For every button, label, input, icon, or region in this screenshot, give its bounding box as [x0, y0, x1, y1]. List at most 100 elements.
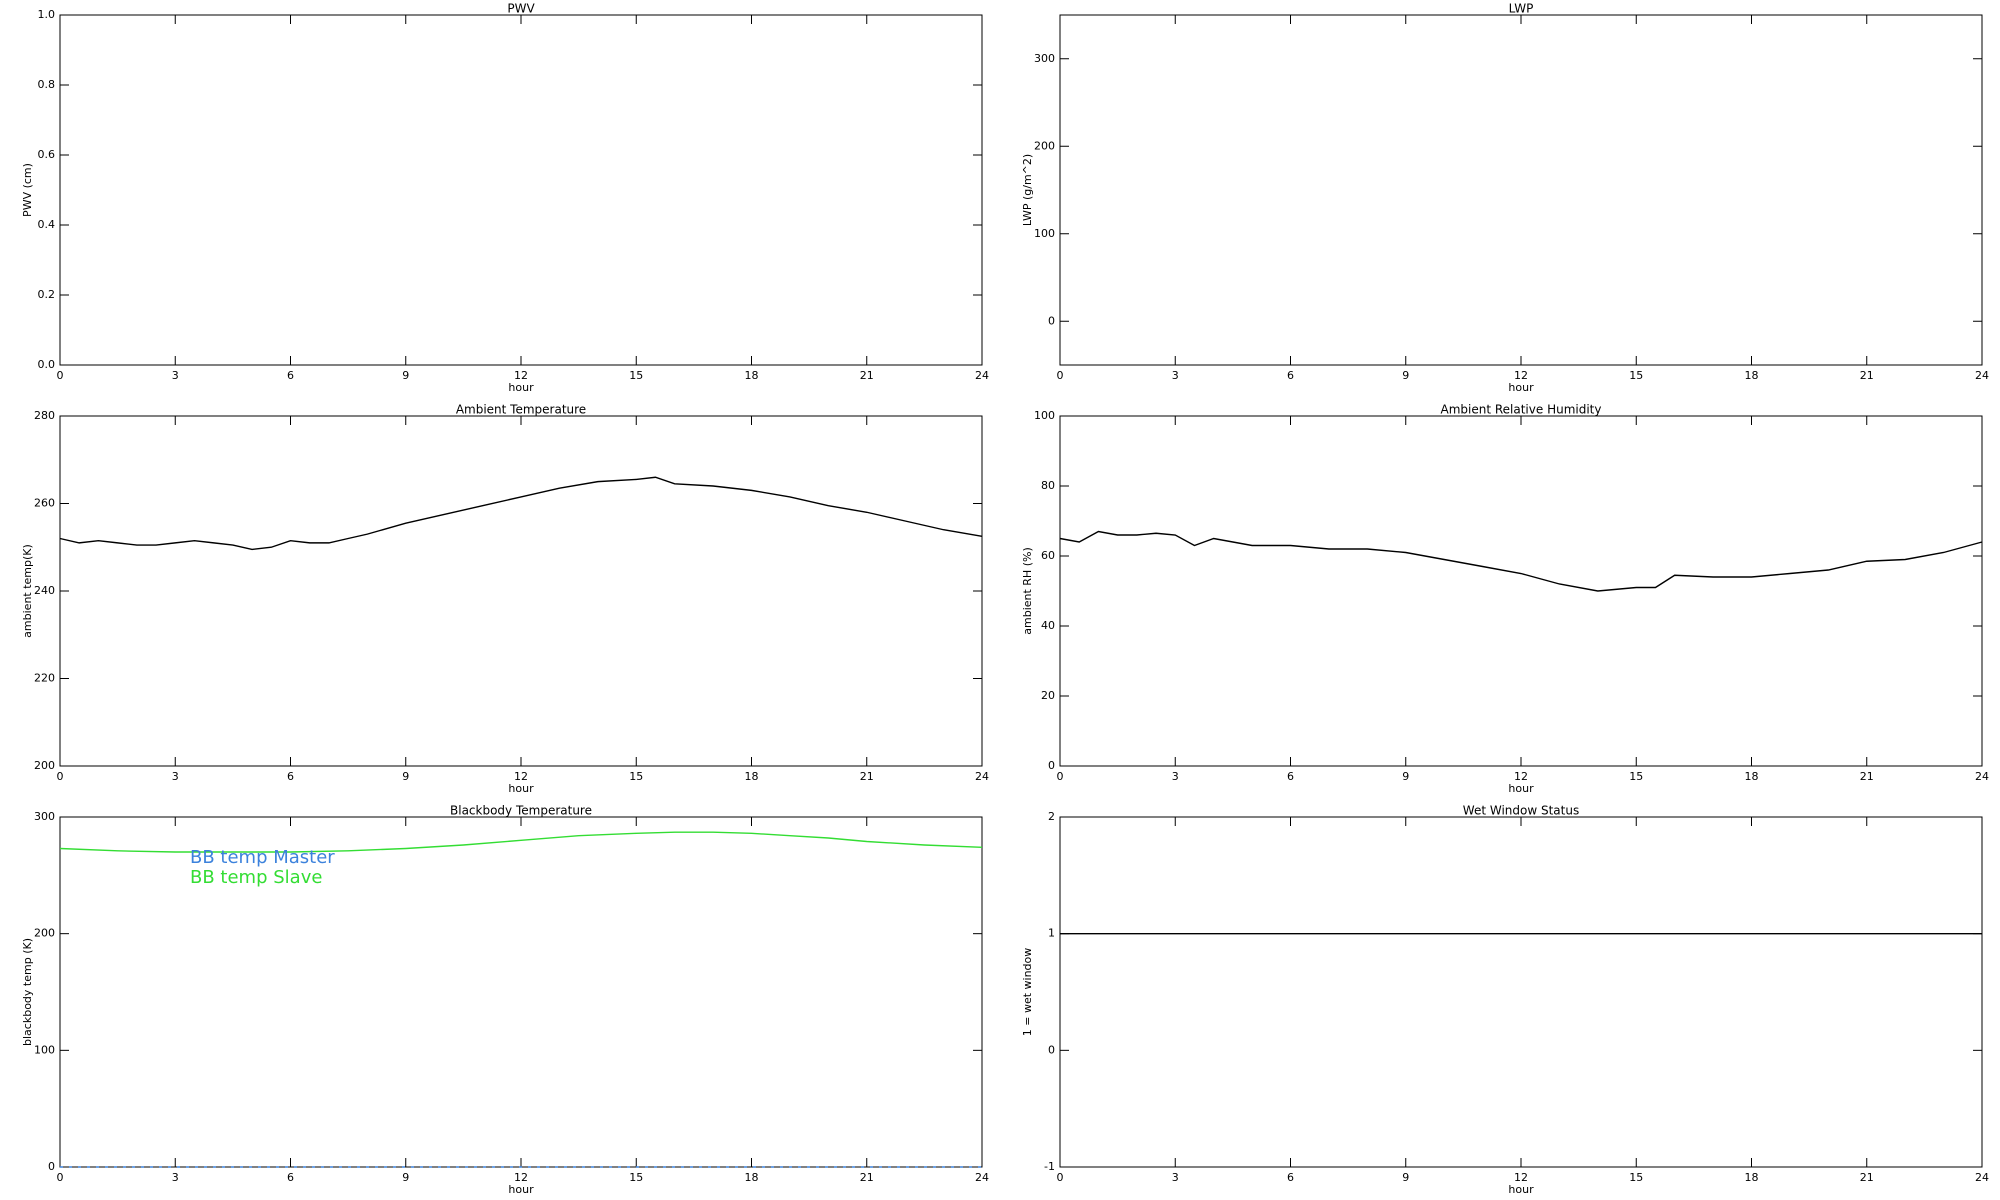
y-tick-label: 2	[1048, 810, 1055, 823]
chart-title: PWV	[507, 2, 535, 16]
x-tick-label: 9	[1402, 770, 1409, 783]
x-tick-label: 0	[1057, 1171, 1064, 1184]
x-tick-label: 9	[402, 369, 409, 382]
x-tick-label: 6	[1287, 1171, 1294, 1184]
chart-title: Blackbody Temperature	[450, 804, 592, 818]
x-tick-label: 9	[402, 770, 409, 783]
x-tick-label: 0	[57, 369, 64, 382]
x-tick-label: 3	[172, 770, 179, 783]
y-tick-label: 0.4	[38, 218, 56, 231]
x-tick-label: 24	[1975, 770, 1989, 783]
x-axis-label: hour	[508, 782, 534, 795]
x-tick-label: 12	[514, 369, 528, 382]
chart-title: LWP	[1509, 2, 1534, 16]
x-tick-label: 21	[1860, 770, 1874, 783]
y-tick-label: 0	[1048, 1043, 1055, 1056]
x-tick-label: 9	[1402, 1171, 1409, 1184]
x-tick-label: 3	[1172, 369, 1179, 382]
y-tick-label: 1.0	[38, 8, 56, 21]
y-tick-label: 100	[1034, 409, 1055, 422]
x-tick-label: 6	[1287, 770, 1294, 783]
x-tick-label: 21	[860, 369, 874, 382]
x-tick-label: 6	[287, 1171, 294, 1184]
x-axis-label: hour	[1508, 782, 1534, 795]
y-tick-label: 0	[1048, 759, 1055, 772]
y-tick-label: 20	[1041, 689, 1055, 702]
legend-entry: BB temp Slave	[190, 867, 322, 888]
y-axis-label: ambient temp(K)	[21, 544, 34, 638]
x-tick-label: 15	[629, 1171, 643, 1184]
y-tick-label: 40	[1041, 619, 1055, 632]
x-tick-label: 9	[402, 1171, 409, 1184]
x-tick-label: 6	[287, 369, 294, 382]
y-axis-label: ambient RH (%)	[1021, 547, 1034, 635]
data-line	[59, 476, 983, 551]
x-tick-label: 0	[1057, 369, 1064, 382]
x-axis-label: hour	[508, 381, 534, 394]
data-line	[59, 831, 983, 853]
y-axis-label: 1 = wet window	[1021, 948, 1034, 1037]
plot-frame	[1059, 415, 1983, 767]
y-tick-label: 1	[1048, 927, 1055, 940]
x-tick-label: 21	[860, 1171, 874, 1184]
x-tick-label: 3	[1172, 1171, 1179, 1184]
legend-entry: BB temp Master	[190, 847, 335, 868]
y-tick-label: 200	[34, 927, 55, 940]
y-tick-label: 0.2	[38, 288, 56, 301]
x-tick-label: 24	[975, 770, 989, 783]
data-line	[1059, 530, 1983, 592]
x-tick-label: 15	[1629, 369, 1643, 382]
x-tick-label: 15	[629, 770, 643, 783]
x-tick-label: 12	[1514, 770, 1528, 783]
y-axis-label: blackbody temp (K)	[21, 938, 34, 1046]
plot-frame	[59, 415, 983, 767]
y-tick-label: 300	[34, 810, 55, 823]
y-tick-label: 100	[1034, 227, 1055, 240]
x-tick-label: 3	[1172, 770, 1179, 783]
x-tick-label: 18	[1745, 770, 1759, 783]
y-tick-label: 0.8	[38, 78, 56, 91]
y-axis-label: LWP (g/m^2)	[1021, 154, 1034, 226]
x-axis-label: hour	[508, 1183, 534, 1196]
y-tick-label: 0	[48, 1160, 55, 1173]
x-tick-label: 9	[1402, 369, 1409, 382]
y-tick-label: 280	[34, 409, 55, 422]
x-tick-label: 18	[745, 770, 759, 783]
x-tick-label: 21	[1860, 369, 1874, 382]
y-tick-label: 80	[1041, 479, 1055, 492]
x-tick-label: 15	[1629, 1171, 1643, 1184]
y-tick-label: 260	[34, 497, 55, 510]
x-tick-label: 15	[1629, 770, 1643, 783]
x-tick-label: 18	[745, 1171, 759, 1184]
x-tick-label: 15	[629, 369, 643, 382]
x-tick-label: 12	[1514, 1171, 1528, 1184]
x-tick-label: 24	[1975, 1171, 1989, 1184]
x-tick-label: 3	[172, 369, 179, 382]
x-tick-label: 24	[1975, 369, 1989, 382]
x-tick-label: 12	[1514, 369, 1528, 382]
x-axis-label: hour	[1508, 381, 1534, 394]
y-tick-label: 200	[34, 759, 55, 772]
x-tick-label: 18	[1745, 1171, 1759, 1184]
x-tick-label: 12	[514, 1171, 528, 1184]
x-tick-label: 12	[514, 770, 528, 783]
plot-frame	[1059, 14, 1983, 366]
chart-title: Wet Window Status	[1463, 804, 1579, 818]
x-tick-label: 21	[860, 770, 874, 783]
y-tick-label: 0.6	[38, 148, 56, 161]
y-tick-label: -1	[1044, 1160, 1055, 1173]
y-tick-label: 220	[34, 672, 55, 685]
x-tick-label: 3	[172, 1171, 179, 1184]
y-tick-label: 0.0	[38, 358, 56, 371]
chart-title: Ambient Relative Humidity	[1441, 403, 1602, 417]
y-tick-label: 300	[1034, 52, 1055, 65]
chart-title: Ambient Temperature	[456, 403, 586, 417]
y-tick-label: 60	[1041, 549, 1055, 562]
x-tick-label: 24	[975, 369, 989, 382]
x-tick-label: 0	[57, 770, 64, 783]
y-tick-label: 100	[34, 1043, 55, 1056]
x-tick-label: 18	[745, 369, 759, 382]
x-tick-label: 24	[975, 1171, 989, 1184]
plot-frame	[59, 14, 983, 366]
